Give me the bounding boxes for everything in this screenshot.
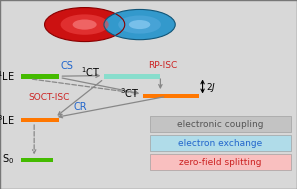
FancyBboxPatch shape (150, 135, 291, 151)
Text: $^1$LE: $^1$LE (0, 69, 14, 83)
Text: $^3$CT: $^3$CT (120, 86, 140, 100)
Text: electronic coupling: electronic coupling (177, 120, 264, 129)
Text: $^1$CT: $^1$CT (81, 65, 101, 79)
Bar (21, 74, 59, 79)
Text: Donor: Donor (65, 18, 105, 31)
Text: zero-field splitting: zero-field splitting (179, 158, 262, 167)
Text: CR: CR (73, 102, 87, 112)
Text: $^3$LE: $^3$LE (0, 113, 14, 127)
Text: SOCT-ISC: SOCT-ISC (28, 93, 69, 102)
Bar (21, 118, 59, 122)
Ellipse shape (61, 14, 109, 35)
Text: CS: CS (60, 61, 73, 71)
FancyBboxPatch shape (150, 154, 291, 170)
Text: RP-ISC: RP-ISC (148, 61, 178, 70)
Text: Acceptor: Acceptor (113, 19, 166, 29)
Ellipse shape (72, 19, 97, 30)
Ellipse shape (104, 9, 175, 40)
Ellipse shape (118, 15, 161, 34)
Text: $2J$: $2J$ (206, 81, 217, 94)
Bar (143, 94, 199, 98)
Text: electron exchange: electron exchange (178, 139, 263, 148)
Bar (104, 74, 160, 79)
Text: S$_0$: S$_0$ (2, 152, 14, 166)
Ellipse shape (129, 20, 150, 29)
Ellipse shape (45, 8, 125, 42)
FancyBboxPatch shape (150, 116, 291, 132)
Bar (21, 158, 53, 162)
